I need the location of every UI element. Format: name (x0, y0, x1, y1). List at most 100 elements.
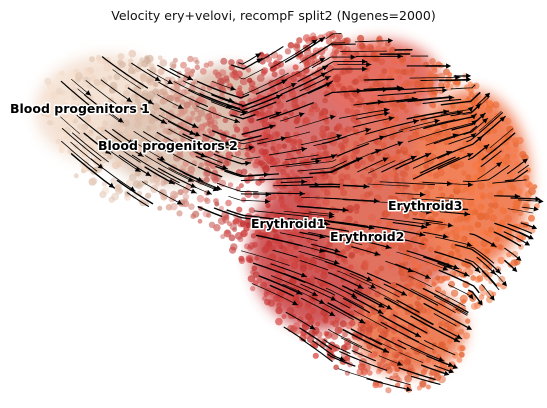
streamline (370, 225, 426, 236)
streamline (323, 197, 380, 202)
streamline-arrowhead (463, 271, 470, 277)
streamline (199, 93, 241, 110)
streamline (480, 150, 502, 167)
cell-points (41, 30, 540, 394)
streamline-arrowhead (230, 85, 236, 91)
streamline (314, 277, 358, 298)
streamline (228, 195, 271, 203)
streamline-arrowhead (448, 368, 455, 374)
streamline-arrowhead (467, 106, 474, 112)
streamline-arrowhead (442, 87, 448, 93)
streamline-arrowhead (190, 188, 197, 194)
streamline (379, 181, 436, 186)
streamline (156, 131, 207, 158)
streamline-arrowhead (147, 99, 154, 104)
streamline (312, 297, 354, 321)
streamline-arrowhead (484, 92, 491, 99)
streamline-arrowhead (466, 241, 473, 247)
streamline-arrowhead (339, 356, 345, 361)
streamline (492, 179, 527, 184)
streamline-arrowhead (457, 198, 463, 204)
streamline-arrowhead (362, 66, 368, 72)
streamline-arrowhead (350, 54, 356, 60)
streamline (143, 131, 174, 150)
streamline-arrowhead (385, 244, 391, 250)
streamline-arrowhead (328, 211, 335, 217)
streamline-arrowhead (333, 259, 340, 265)
streamline (325, 287, 364, 308)
streamline (455, 308, 468, 316)
streamline (116, 179, 154, 205)
streamline (349, 237, 392, 249)
streamline-arrowhead (477, 300, 483, 306)
streamline-arrowhead (479, 113, 485, 119)
streamline (426, 355, 455, 368)
streamline-arrowhead (453, 337, 460, 342)
streamline-arrowhead (382, 347, 389, 353)
streamline-arrowhead (475, 103, 481, 109)
streamline (517, 164, 529, 174)
streamline-arrowhead (377, 308, 383, 314)
streamline (294, 115, 336, 129)
streamline-arrowhead (330, 154, 337, 160)
streamline-arrowhead (301, 179, 307, 185)
streamline-arrowhead (221, 164, 228, 170)
streamline (239, 68, 263, 80)
streamline-arrowhead (290, 83, 297, 88)
streamline-arrowhead (105, 148, 111, 154)
streamline (159, 107, 199, 129)
streamline (283, 210, 335, 218)
streamline (381, 155, 417, 173)
streamline-arrowhead (296, 289, 302, 295)
streamline-arrowhead (482, 118, 488, 124)
velocity-streamlines (60, 33, 544, 392)
streamline (462, 96, 490, 116)
streamline (285, 159, 337, 168)
streamline (504, 247, 519, 259)
streamline-arrowhead (533, 206, 539, 212)
streamline (301, 183, 341, 186)
streamline (257, 176, 314, 181)
streamline-arrowhead (442, 265, 448, 271)
streamline (285, 80, 334, 103)
streamline (112, 69, 141, 89)
streamline-arrowhead (374, 251, 380, 256)
streamline-arrowhead (234, 118, 240, 124)
streamline-arrowhead (516, 255, 522, 261)
streamline-arrowhead (468, 293, 474, 300)
streamline (244, 217, 270, 222)
streamline (396, 299, 420, 313)
streamline-arrowhead (101, 107, 108, 113)
streamline (371, 141, 404, 155)
streamline-arrowhead (319, 57, 325, 63)
streamline (425, 134, 459, 146)
streamline (327, 220, 375, 229)
streamline-arrowhead (366, 61, 372, 68)
streamline-arrowhead (324, 221, 330, 227)
streamline-arrowhead (522, 158, 528, 164)
streamline-arrowhead (443, 370, 450, 376)
streamline (102, 144, 141, 173)
streamline-arrowhead (319, 299, 325, 304)
streamline-arrowhead (312, 291, 318, 296)
cluster-label-blood-progenitors-2: Blood progenitors 2 (98, 138, 238, 153)
streamline (341, 232, 377, 242)
streamline-arrowhead (370, 283, 376, 289)
streamline-arrowhead (225, 140, 231, 146)
streamline (336, 143, 370, 157)
streamline (323, 158, 363, 174)
streamline-arrowhead (363, 183, 369, 189)
streamline (342, 285, 385, 309)
streamline-arrowhead (315, 158, 321, 164)
streamline-arrowhead (309, 324, 316, 330)
streamline-arrowhead (438, 356, 444, 362)
streamline (269, 284, 294, 297)
streamline (481, 270, 500, 291)
streamline-arrowhead (401, 290, 407, 296)
streamline (342, 199, 398, 204)
streamline (242, 72, 289, 96)
streamline (321, 249, 348, 259)
streamline (255, 79, 288, 95)
streamline-arrowhead (501, 280, 507, 287)
streamline-arrowhead (194, 131, 201, 137)
